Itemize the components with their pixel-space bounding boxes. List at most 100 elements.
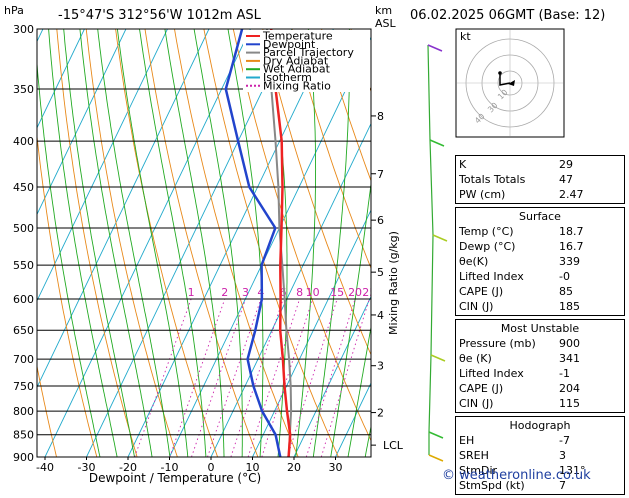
- hodograph-storm-motion-icon: [508, 80, 515, 86]
- row-value: 85: [559, 285, 573, 298]
- isotherm-line: [37, 29, 168, 302]
- row-label: StmDir: [459, 464, 498, 477]
- pressure-tick-label: 600: [13, 293, 34, 306]
- table-row: Pressure (mb) 900: [459, 336, 621, 351]
- mixing-ratio-label: 2: [221, 286, 228, 299]
- row-value: 3: [559, 449, 566, 462]
- pressure-tick-label: 850: [13, 429, 34, 442]
- wet-adiabat-line: [164, 29, 225, 457]
- pressure-tick-label: 350: [13, 83, 34, 96]
- asl-unit-label: ASL: [375, 17, 396, 30]
- row-value: -0: [559, 270, 570, 283]
- most-unstable-title: Most Unstable: [500, 322, 580, 335]
- isotherm-line: [44, 29, 251, 457]
- table-row: Dewp (°C) 16.7: [459, 239, 621, 254]
- km-tick-label: 7: [377, 168, 384, 181]
- mixing-ratio-label: 1: [188, 286, 195, 299]
- dry-adiabat-line: [144, 29, 259, 457]
- row-label: EH: [459, 434, 475, 447]
- table-row: Totals Totals 47: [459, 172, 621, 187]
- row-value: 131°: [559, 464, 586, 477]
- legend-entry: Dewpoint: [263, 38, 316, 51]
- row-value: 341: [559, 352, 580, 365]
- isotherm-line: [37, 29, 127, 216]
- table-row: Temp (°C) 18.7: [459, 224, 621, 239]
- pressure-tick-label: 550: [13, 259, 34, 272]
- row-label: Lifted Index: [459, 270, 524, 283]
- mixing-ratio-line: [134, 298, 192, 457]
- wind-barb: [428, 454, 444, 462]
- hpa-unit-label: hPa: [4, 4, 24, 17]
- wind-profile: [427, 44, 448, 462]
- table-row: Lifted Index -1: [459, 366, 621, 381]
- table-row: StmDir 131°: [459, 463, 621, 478]
- isotherm-line: [37, 29, 85, 129]
- legend-entry: Parcel Trajectory: [263, 46, 354, 59]
- mixing-ratio-label: 8: [296, 286, 303, 299]
- row-label: Pressure (mb): [459, 337, 536, 350]
- row-label: CIN (J): [459, 397, 494, 410]
- km-unit-label: km: [375, 4, 393, 17]
- km-tick-label: 8: [377, 110, 384, 123]
- row-label: SREH: [459, 449, 489, 462]
- row-label: Totals Totals: [459, 173, 526, 186]
- table-row: PW (cm) 2.47: [459, 187, 621, 202]
- wind-barb: [427, 44, 443, 52]
- pressure-tick-label: 700: [13, 353, 34, 366]
- dry-adiabat-line: [85, 29, 178, 457]
- pressure-tick-label: 450: [13, 181, 34, 194]
- pressure-tick-label: 400: [13, 135, 34, 148]
- km-tick-label: 6: [377, 214, 384, 227]
- isotherm-line: [0, 29, 1, 457]
- mixing-ratio-line: [287, 298, 338, 457]
- hodograph-trace: [499, 73, 511, 86]
- isotherm-line: [252, 209, 371, 457]
- temp-tick-label: -40: [36, 461, 54, 474]
- pressure-tick-label: 300: [13, 23, 34, 36]
- pressure-tick-label: 650: [13, 324, 34, 337]
- km-tick-label: 2: [377, 407, 384, 420]
- pressure-tick-label: 750: [13, 380, 34, 393]
- row-label: PW (cm): [459, 188, 506, 201]
- row-value: 204: [559, 382, 580, 395]
- legend-entry: Mixing Ratio: [263, 79, 331, 92]
- row-value: 900: [559, 337, 580, 350]
- mixing-ratio-label: 6: [280, 286, 287, 299]
- axes: 300350400450500550600650700750800850900-…: [13, 23, 404, 485]
- location-title: -15°47'S 312°56'W 1012m ASL: [58, 8, 261, 23]
- row-value: -7: [559, 434, 570, 447]
- temp-tick-label: 0: [208, 461, 215, 474]
- temp-tick-label: -10: [161, 461, 179, 474]
- row-value: -1: [559, 367, 570, 380]
- km-tick-label: 4: [377, 309, 384, 322]
- wet-adiabat-line: [37, 58, 101, 457]
- wet-adiabat-line: [79, 29, 153, 457]
- surface-box: Surface Temp (°C) 18.7 Dewp (°C) 16.7 θe(K) 3…: [455, 207, 625, 316]
- km-tick-label: 3: [377, 360, 384, 373]
- mixing-ratio-label: 3: [242, 286, 249, 299]
- datetime-title: 06.02.2025 06GMT (Base: 12): [410, 8, 606, 23]
- table-row: K 29: [459, 157, 621, 172]
- copyright-link[interactable]: © weatheronline.co.uk: [442, 468, 591, 483]
- table-row: CAPE (J) 85: [459, 284, 621, 299]
- row-label: CAPE (J): [459, 285, 504, 298]
- table-row: EH -7: [459, 433, 621, 448]
- wet-adiabat-line: [193, 29, 243, 457]
- indices-box: K 29 Totals Totals 47 PW (cm) 2.47: [455, 155, 625, 204]
- row-label: CAPE (J): [459, 382, 504, 395]
- hodograph-table-box: Hodograph EH -7 SREH 3 StmDir 131° StmSpd (kt)…: [455, 416, 625, 495]
- table-row: θe (K) 341: [459, 351, 621, 366]
- wind-barb: [430, 354, 446, 362]
- table-row: θe(K) 339: [459, 254, 621, 269]
- wind-barb: [428, 431, 444, 439]
- mixing-ratio-axis-label: Mixing Ratio (g/kg): [387, 231, 400, 335]
- row-label: Dewp (°C): [459, 240, 516, 253]
- table-row: SREH 3: [459, 448, 621, 463]
- mixing-ratio-label: 15: [330, 286, 344, 299]
- temp-tick-label: 20: [287, 461, 301, 474]
- row-label: Lifted Index: [459, 367, 524, 380]
- wind-profile-line: [427, 44, 434, 455]
- wet-adiabat-line: [347, 324, 371, 457]
- wind-barb: [429, 139, 445, 147]
